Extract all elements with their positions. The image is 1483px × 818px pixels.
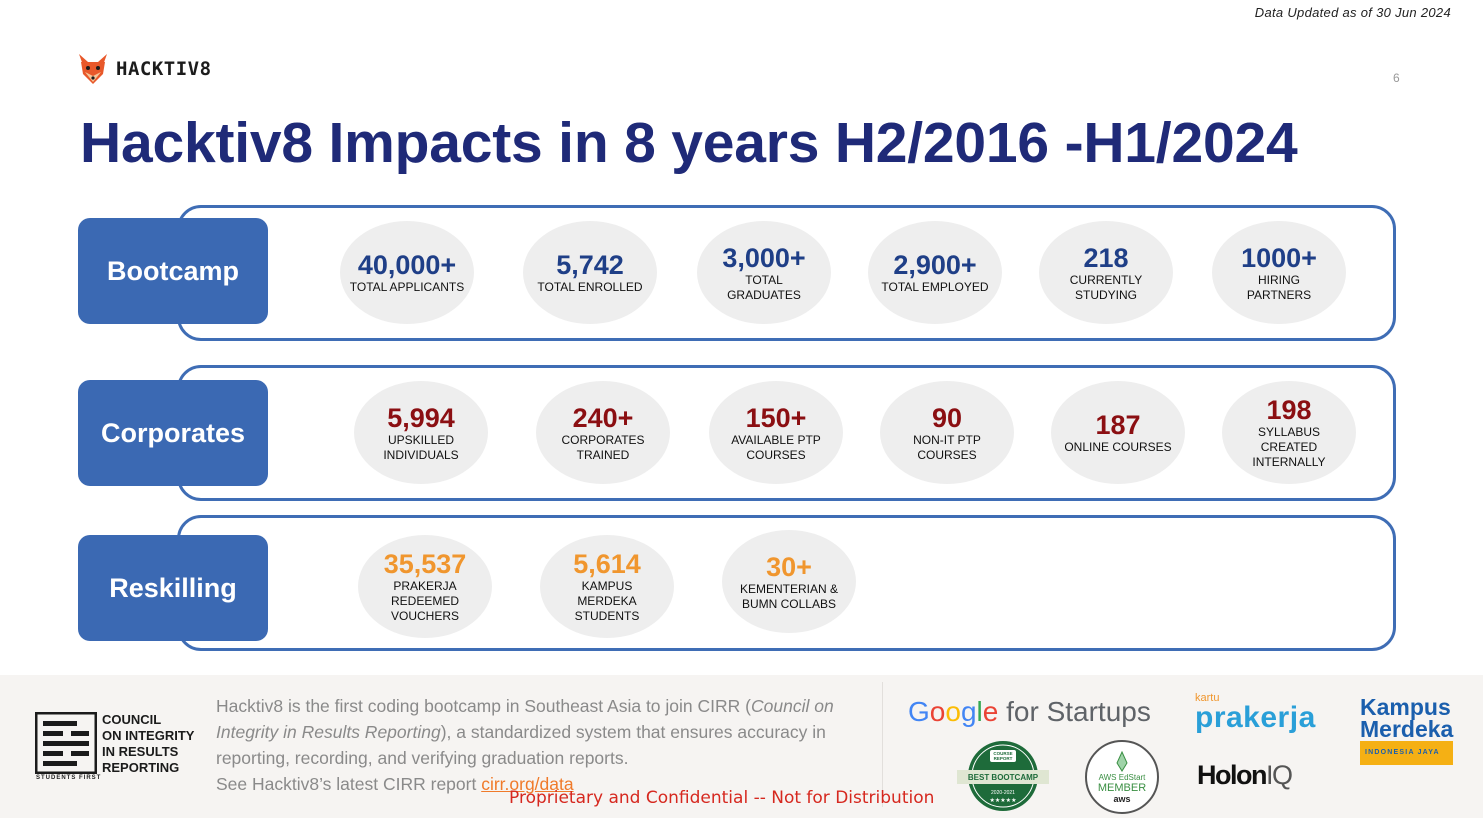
confidential-notice: Proprietary and Confidential -- Not for … [509, 788, 935, 808]
cirr-report-link[interactable]: cirr.org/data [481, 774, 574, 794]
stat-prakerja-vouchers: 35,537 PRAKERJA REDEEMED VOUCHERS [358, 535, 492, 638]
stat-upskilled-individuals: 5,994 UPSKILLED INDIVIDUALS [354, 381, 488, 484]
best-bootcamp-badge-icon: COURSE REPORT BEST BOOTCAMP 2020-2021 ★★… [957, 741, 1049, 811]
aws-edstart-badge: AWS EdStart MEMBER aws [1085, 740, 1159, 814]
stat-value: 5,614 [573, 549, 641, 579]
stat-hiring-partners: 1000+ HIRING PARTNERS [1212, 221, 1346, 324]
aws-member-text: MEMBER [1097, 782, 1147, 794]
stat-value: 2,900+ [893, 250, 977, 280]
stat-value: 187 [1095, 410, 1141, 440]
page-title: Hacktiv8 Impacts in 8 years H2/2016 -H1/… [80, 111, 1298, 175]
stat-label: KAMPUS MERDEKA STUDENTS [574, 579, 640, 623]
stat-value: 198 [1266, 395, 1312, 425]
bootcamp-label: Bootcamp [78, 218, 268, 324]
stat-label: NON-IT PTP COURSES [913, 432, 981, 462]
kampus-merdeka-logo: Kampus Merdeka INDONESIA JAYA [1360, 694, 1454, 765]
kampus-text: Kampus [1360, 694, 1451, 720]
stat-value: 240+ [572, 402, 634, 433]
stat-value: 3,000+ [722, 242, 806, 273]
stat-kementerian-collabs: 30+ KEMENTERIAN & BUMN COLLABS [722, 530, 856, 633]
stat-currently-studying: 218 CURRENTLY STUDYING [1039, 221, 1173, 324]
stat-label: ONLINE COURSES [1064, 440, 1172, 454]
reskilling-label: Reskilling [78, 535, 268, 641]
prakerja-small-text: kartu [1195, 692, 1220, 704]
stat-kampus-merdeka-students: 5,614 KAMPUS MERDEKA STUDENTS [540, 535, 674, 638]
stat-corporates-trained: 240+ CORPORATES TRAINED [536, 381, 670, 484]
indonesia-jaya-bar: INDONESIA JAYA [1360, 741, 1454, 765]
stat-total-graduates: 3,000+ TOTAL GRADUATES [697, 221, 831, 324]
stat-label: CURRENTLY STUDYING [1069, 272, 1143, 302]
prakerja-text: prakerja [1195, 701, 1316, 734]
stat-label: TOTAL GRADUATES [727, 272, 801, 302]
data-updated-note: Data Updated as of 30 Jun 2024 [1254, 5, 1451, 20]
stat-value: 40,000+ [357, 250, 457, 280]
stat-value: 1000+ [1241, 242, 1317, 273]
stat-value: 218 [1083, 242, 1129, 273]
stat-syllabus-created: 198 SYLLABUS CREATED INTERNALLY [1222, 381, 1356, 484]
stat-non-it-ptp-courses: 90 NON-IT PTP COURSES [880, 381, 1014, 484]
stat-label: TOTAL APPLICANTS [349, 280, 465, 294]
svg-text:★★★★★: ★★★★★ [990, 797, 1017, 804]
aws-edstart-text: AWS EdStart [1098, 773, 1146, 782]
cirr-logo-line: COUNCIL [102, 712, 162, 727]
cirr-logo-text: COUNCIL ON INTEGRITY IN RESULTS REPORTIN… [102, 712, 194, 776]
stat-label: PRAKERJA REDEEMED VOUCHERS [390, 579, 459, 623]
cirr-mark-icon [35, 712, 97, 774]
merdeka-text: Merdeka [1360, 716, 1454, 742]
svg-text:COURSE: COURSE [993, 751, 1012, 756]
logo-text: HACKTIV8 [116, 58, 212, 80]
stat-online-courses: 187 ONLINE COURSES [1051, 381, 1185, 484]
stat-label: TOTAL ENROLLED [537, 280, 643, 294]
stat-label: CORPORATES TRAINED [561, 432, 645, 462]
cirr-desc-text: Hacktiv8 is the first coding bootcamp in… [216, 696, 751, 716]
footer-divider [882, 682, 883, 807]
cirr-logo-line: IN RESULTS [102, 744, 179, 759]
cirr-logo-line: REPORTING [102, 760, 180, 775]
cirr-desc-text: See Hacktiv8’s latest CIRR report [216, 774, 482, 794]
stat-label: SYLLABUS CREATED INTERNALLY [1252, 425, 1326, 469]
cirr-desc-text: ), a standardized system that ensures ac… [216, 722, 826, 768]
stat-label: KEMENTERIAN & BUMN COLLABS [739, 581, 838, 611]
cirr-tagline: STUDENTS FIRST [36, 775, 102, 781]
cirr-description: Hacktiv8 is the first coding bootcamp in… [216, 693, 856, 797]
holon-text: Holon [1197, 760, 1267, 790]
google-for-startups-logo: Google for Startups [908, 696, 1151, 727]
svg-text:REPORT: REPORT [994, 756, 1013, 761]
stat-value: 150+ [745, 402, 807, 433]
google-for-startups-text: for Startups [998, 696, 1151, 727]
stat-value: 5,994 [387, 402, 455, 433]
badge-main-text: BEST BOOTCAMP [968, 773, 1039, 782]
iq-text: IQ [1265, 760, 1293, 790]
stat-available-ptp-courses: 150+ AVAILABLE PTP COURSES [709, 381, 843, 484]
cirr-desc-italic: Council on Integrity in Results Reportin… [216, 696, 834, 742]
stat-total-enrolled: 5,742 TOTAL ENROLLED [523, 221, 657, 324]
holon-iq-logo: HolonIQ [1197, 760, 1293, 791]
stat-total-applicants: 40,000+ TOTAL APPLICANTS [340, 221, 474, 324]
stat-label: HIRING PARTNERS [1246, 272, 1312, 302]
hacktiv8-logo: HACKTIV8 [76, 52, 212, 86]
stat-label: AVAILABLE PTP COURSES [731, 432, 821, 462]
best-bootcamp-badge: COURSE REPORT BEST BOOTCAMP 2020-2021 ★★… [957, 740, 1049, 812]
corporates-label: Corporates [78, 380, 268, 486]
prakerja-logo: kartu prakerja [1195, 692, 1316, 734]
stat-value: 90 [931, 402, 963, 433]
stat-value: 5,742 [556, 250, 624, 280]
page-number: 6 [1393, 71, 1400, 85]
stat-value: 30+ [766, 551, 812, 582]
fox-logo-icon [79, 54, 107, 84]
stat-label: TOTAL EMPLOYED [881, 280, 989, 294]
cirr-logo-line: ON INTEGRITY [102, 728, 195, 743]
stat-total-employed: 2,900+ TOTAL EMPLOYED [868, 221, 1002, 324]
aws-text: aws [1113, 794, 1131, 804]
stat-value: 35,537 [383, 549, 467, 579]
badge-year-text: 2020-2021 [991, 790, 1015, 796]
stat-label: UPSKILLED INDIVIDUALS [383, 432, 459, 462]
cirr-logo: COUNCIL ON INTEGRITY IN RESULTS REPORTIN… [35, 712, 194, 776]
footer-band [0, 675, 1483, 818]
rocket-icon [1116, 751, 1128, 772]
